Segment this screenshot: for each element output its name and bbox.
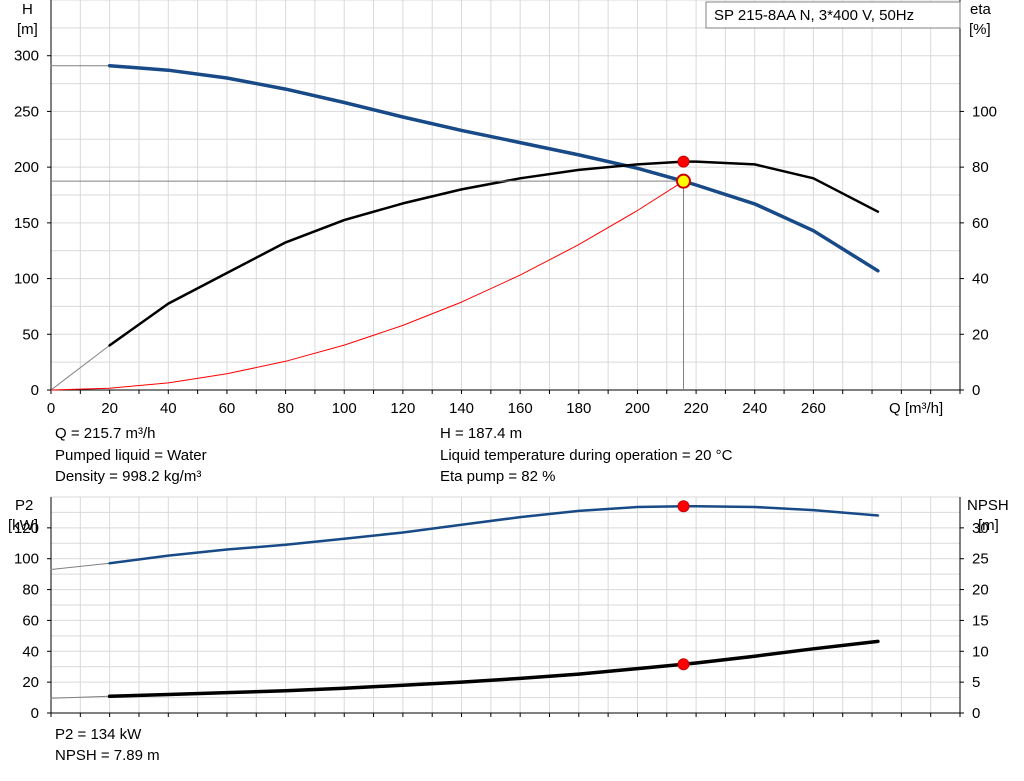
operating-point-markers [675,155,691,671]
eta-axis-unit: [%] [969,21,991,38]
eta-axis-tick-label: 100 [972,103,997,120]
h-duty-point [675,173,691,189]
q-axis-tick-label: 220 [684,400,709,417]
npsh-axis-tick-label: 15 [972,612,989,629]
title-box [705,1,961,29]
q-axis-tick-label: 80 [277,400,294,417]
h-axis-tick-label: 300 [14,48,39,65]
q-axis-tick-label: 120 [390,400,415,417]
h-axis-tick-label: 50 [22,326,39,343]
p2-axis-tick-label: 20 [22,674,39,691]
npsh-axis-tick-label: 0 [972,705,980,722]
p2-curve [108,505,880,565]
p2-duty-point [677,500,690,513]
eta-axis-tick-label: 0 [972,382,980,399]
p2-axis-tick-label: 100 [14,551,39,568]
q-axis-tick-label: 40 [160,400,177,417]
info-density: Density = 998.2 kg/m³ [55,468,202,485]
npsh-axis-tick-label: 10 [972,643,989,660]
p2-axis-tick-label: 40 [22,643,39,660]
axis-tick-labels: 0501001502002503000204060801000204060801… [14,48,997,722]
p2-axis-label: P2 [15,497,33,514]
q-axis-tick-label: 140 [449,400,474,417]
eta-duty-point [677,155,690,168]
npsh-axis-tick-label: 30 [972,520,989,537]
top-chart-grid [50,0,961,394]
chart-title: SP 215-8AA N, 3*400 V, 50Hz [714,7,914,24]
info-eta: Eta pump = 82 % [440,468,556,485]
h-axis-tick-label: 200 [14,159,39,176]
h-axis-label: H [22,1,33,18]
info-h: H = 187.4 m [440,425,523,442]
npsh-axis-tick-label: 20 [972,582,989,599]
q-axis-tick-label: 60 [219,400,236,417]
info-liquid: Pumped liquid = Water [55,447,207,464]
npsh-axis-tick-label: 25 [972,551,989,568]
eta-curve-extension [50,344,111,391]
p2-axis-tick-label: 120 [14,520,39,537]
eta-axis-tick-label: 60 [972,215,989,232]
h-axis-tick-label: 250 [14,103,39,120]
info-q: Q = 215.7 m³/h [55,425,156,442]
npsh-axis-unit: [m] [978,517,999,534]
h-curve [107,63,880,273]
q-axis-tick-label: 180 [566,400,591,417]
h-axis-tick-label: 100 [14,271,39,288]
p2-axis-unit: [kW] [8,517,38,534]
info-temperature: Liquid temperature during operation = 20… [440,447,733,464]
h-axis-unit: [m] [17,21,38,38]
eta-axis-tick-label: 80 [972,159,989,176]
q-axis-tick-label: 100 [332,400,357,417]
q-axis-tick-label: 20 [101,400,118,417]
q-axis-tick-label: 240 [742,400,767,417]
bottom-chart-grid [50,496,961,717]
info-p2: P2 = 134 kW [55,726,142,743]
q-axis-tick-label: 0 [47,400,55,417]
h-axis-tick-label: 150 [14,215,39,232]
p2-axis-tick-label: 60 [22,612,39,629]
eta-curve [108,160,880,347]
p2-axis-tick-label: 0 [31,705,39,722]
npsh-duty-point [677,658,690,671]
q-axis-label: Q [m³/h] [889,400,943,417]
info-npsh: NPSH = 7.89 m [55,747,160,764]
q-axis-tick-label: 160 [508,400,533,417]
p2-curve-extension [50,562,111,570]
npsh-axis-label: NPSH [967,497,1009,514]
npsh-axis-tick-label: 5 [972,674,980,691]
eta-axis-label: eta [970,1,992,18]
h-axis-tick-label: 0 [31,382,39,399]
eta-axis-tick-label: 20 [972,326,989,343]
curves [50,63,880,699]
npsh-curve-extension [50,695,111,699]
q-axis-tick-label: 200 [625,400,650,417]
p2-axis-tick-label: 80 [22,582,39,599]
eta-axis-tick-label: 40 [972,271,989,288]
npsh-curve [107,639,880,699]
system-curve [50,180,684,391]
q-axis-tick-label: 260 [801,400,826,417]
